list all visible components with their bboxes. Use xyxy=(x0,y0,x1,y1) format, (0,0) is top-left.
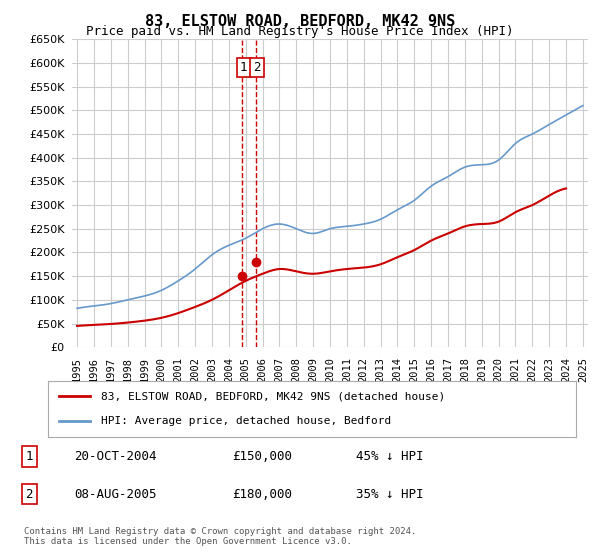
Text: Contains HM Land Registry data © Crown copyright and database right 2024.
This d: Contains HM Land Registry data © Crown c… xyxy=(24,526,416,546)
Text: 2: 2 xyxy=(253,61,261,74)
Text: 1: 1 xyxy=(240,61,247,74)
Text: 45% ↓ HPI: 45% ↓ HPI xyxy=(356,450,424,463)
Text: 83, ELSTOW ROAD, BEDFORD, MK42 9NS (detached house): 83, ELSTOW ROAD, BEDFORD, MK42 9NS (deta… xyxy=(101,391,445,402)
Text: 20-OCT-2004: 20-OCT-2004 xyxy=(74,450,157,463)
Text: Price paid vs. HM Land Registry's House Price Index (HPI): Price paid vs. HM Land Registry's House … xyxy=(86,25,514,38)
Text: 1: 1 xyxy=(26,450,33,463)
Text: 83, ELSTOW ROAD, BEDFORD, MK42 9NS: 83, ELSTOW ROAD, BEDFORD, MK42 9NS xyxy=(145,14,455,29)
Text: 35% ↓ HPI: 35% ↓ HPI xyxy=(356,488,424,501)
Text: £180,000: £180,000 xyxy=(232,488,292,501)
Text: HPI: Average price, detached house, Bedford: HPI: Average price, detached house, Bedf… xyxy=(101,416,391,426)
Text: 08-AUG-2005: 08-AUG-2005 xyxy=(74,488,157,501)
Text: £150,000: £150,000 xyxy=(232,450,292,463)
Text: 2: 2 xyxy=(26,488,33,501)
